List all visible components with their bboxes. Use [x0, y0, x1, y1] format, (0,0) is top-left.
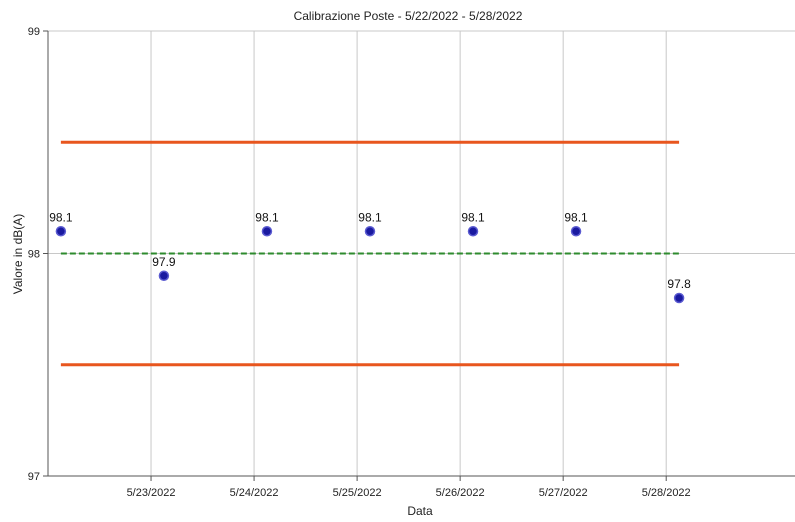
y-axis-label: Valore in dB(A) — [11, 214, 25, 294]
data-points: 98.1 97.9 98.1 98.1 98.1 98.1 97.8 — [49, 210, 691, 304]
data-point — [261, 226, 273, 237]
data-label: 97.8 — [667, 277, 691, 291]
data-label: 98.1 — [255, 210, 279, 224]
data-label: 98.1 — [358, 210, 382, 224]
y-tick-label: 99 — [28, 26, 40, 38]
data-label: 98.1 — [461, 210, 485, 224]
data-label: 98.1 — [564, 210, 588, 224]
x-tick-label: 5/26/2022 — [436, 487, 485, 499]
data-point — [673, 292, 685, 304]
y-tick-label: 97 — [28, 471, 40, 483]
x-tick-label: 5/27/2022 — [539, 487, 588, 499]
data-point — [364, 226, 376, 237]
x-tick-label: 5/23/2022 — [127, 487, 176, 499]
data-point — [570, 226, 582, 237]
reference-lines — [60, 140, 680, 367]
x-axis-label: Data — [407, 504, 433, 518]
x-tick-label: 5/25/2022 — [333, 487, 382, 499]
data-point — [467, 226, 479, 237]
axes: 97 98 99 5/23/2022 5/24/2022 5/25/2022 5/26/20… — [28, 26, 795, 499]
data-label: 97.9 — [152, 255, 176, 269]
y-tick-label: 98 — [28, 249, 40, 261]
chart-title: Calibrazione Poste - 5/22/2022 - 5/28/20… — [294, 9, 523, 23]
data-point — [158, 270, 170, 281]
data-point — [55, 226, 67, 237]
x-tick-label: 5/28/2022 — [642, 487, 691, 499]
x-tick-label: 5/24/2022 — [230, 487, 279, 499]
data-label: 98.1 — [49, 210, 73, 224]
